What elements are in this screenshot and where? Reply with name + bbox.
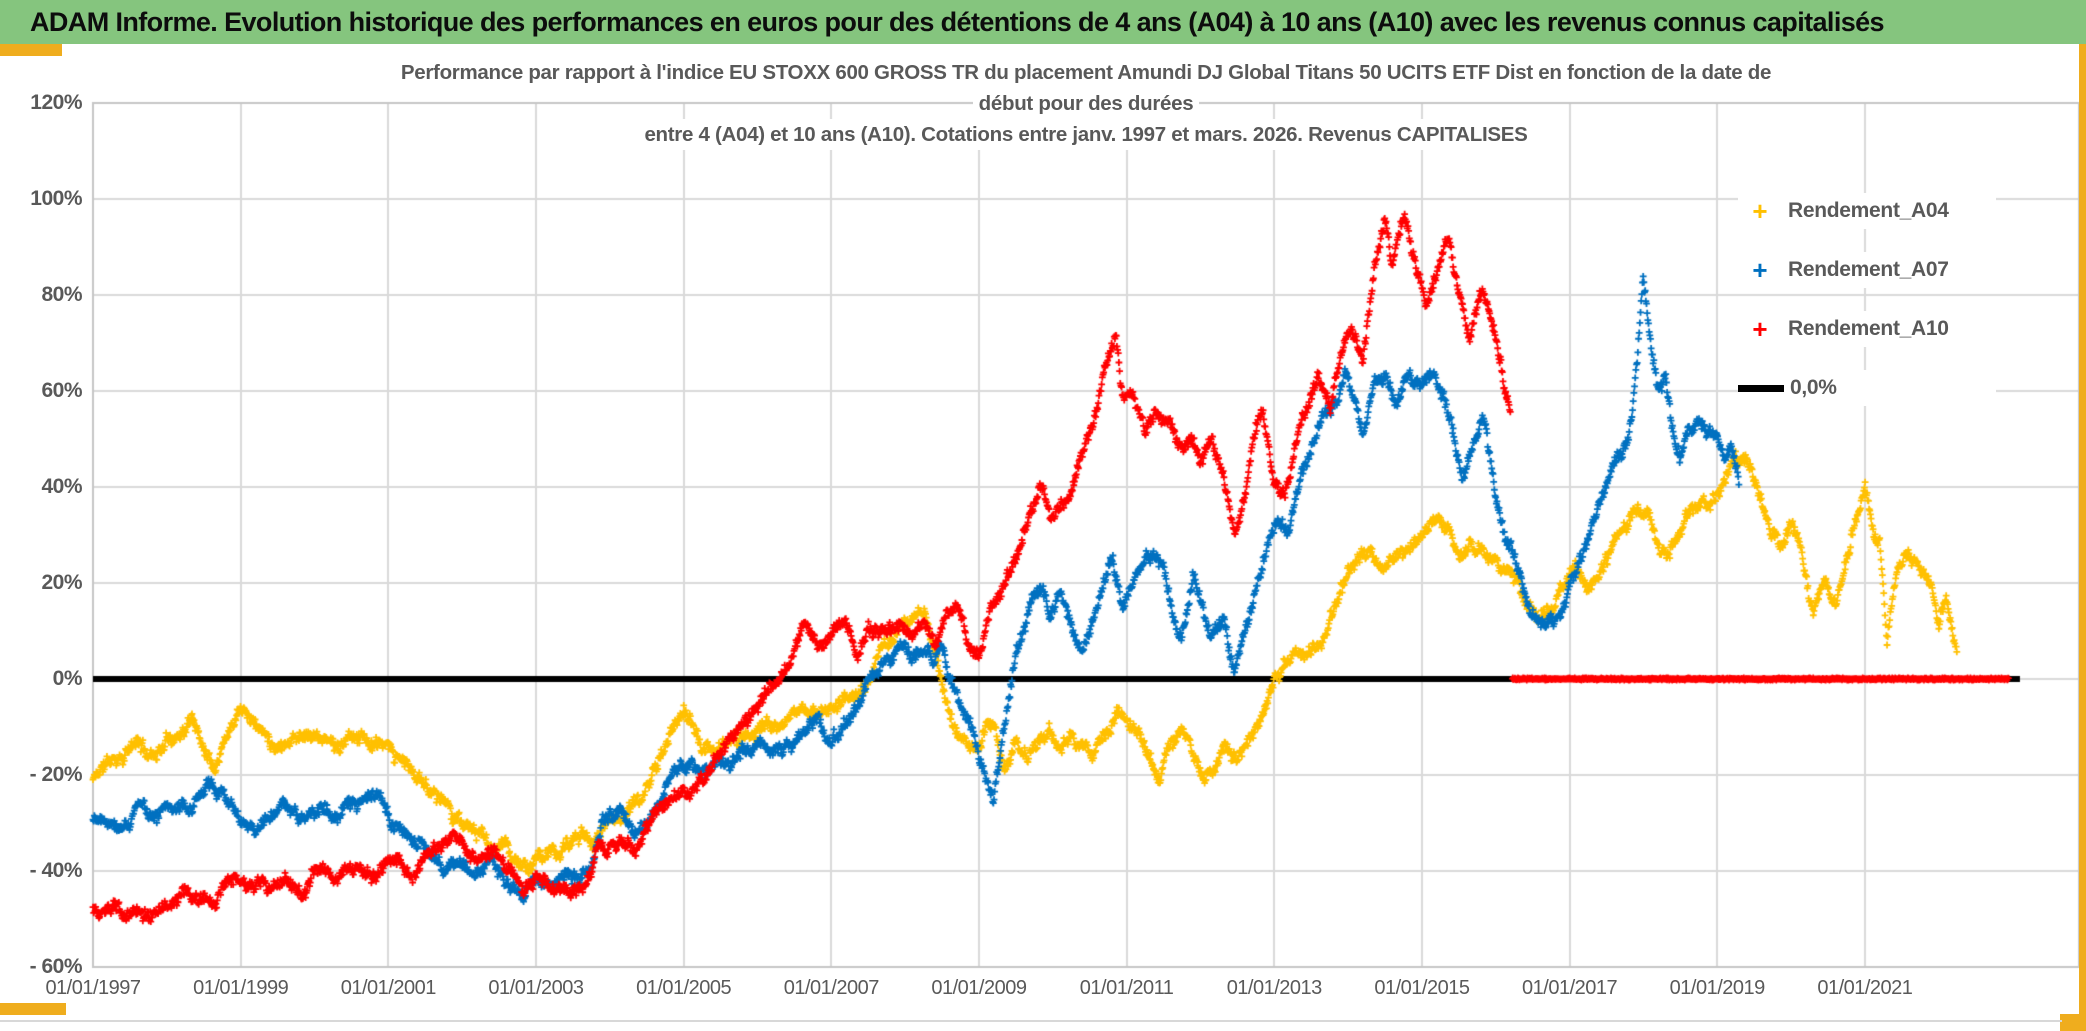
y-tick-label: 100% (30, 187, 82, 210)
chart-title-line-3: entre 4 (A04) et 10 ans (A10). Cotations… (638, 119, 1534, 150)
line-swatch-icon (1738, 384, 1784, 392)
chart-title-line-1: Performance par rapport à l'indice EU ST… (394, 57, 1778, 88)
x-tick-label: 01/01/2021 (1817, 977, 1913, 999)
x-tick-label: 01/01/1997 (45, 977, 141, 999)
slide-bottom-divider (0, 1020, 2062, 1022)
x-tick-label: 01/01/2011 (1079, 977, 1174, 999)
legend-label: Rendement_A04 (1788, 199, 1949, 222)
plus-marker-icon: + (1752, 314, 1768, 344)
legend-item-0-0-[interactable]: 0,0% (1738, 370, 1996, 406)
x-tick-label: 01/01/2019 (1669, 977, 1766, 999)
gold-accent-top-left (0, 44, 62, 56)
y-tick-label: 0% (52, 667, 83, 690)
plus-marker-icon: + (1752, 255, 1768, 285)
legend-label: 0,0% (1790, 376, 1837, 399)
legend-item-rendement-a07[interactable]: + Rendement_A07 (1738, 252, 1996, 288)
gold-accent-bottom-left (0, 1003, 66, 1015)
y-tick-label: 80% (41, 283, 82, 306)
y-tick-label: 20% (41, 571, 82, 594)
x-tick-label: 01/01/1999 (193, 977, 289, 999)
x-tick-label: 01/01/2001 (340, 977, 437, 999)
chart-title: Performance par rapport à l'indice EU ST… (93, 57, 2079, 150)
gold-accent-right-strip (2079, 44, 2086, 1031)
gold-accent-bottom-right (2060, 1014, 2086, 1031)
legend-label: Rendement_A07 (1788, 258, 1949, 281)
y-tick-label: 60% (41, 379, 82, 402)
x-tick-label: 01/01/2007 (783, 977, 880, 999)
x-tick-label: 01/01/2009 (931, 977, 1027, 999)
y-tick-label: - 20% (29, 763, 83, 786)
legend-item-rendement-a10[interactable]: + Rendement_A10 (1738, 311, 1996, 347)
plus-marker-icon: + (1752, 196, 1768, 226)
y-tick-label: - 60% (29, 955, 83, 978)
y-tick-label: 120% (30, 91, 82, 114)
y-tick-label: - 40% (29, 859, 83, 882)
x-tick-label: 01/01/2005 (636, 977, 732, 999)
header-bar: ADAM Informe. Evolution historique des p… (0, 0, 2086, 44)
legend-item-rendement-a04[interactable]: + Rendement_A04 (1738, 193, 1996, 229)
legend-label: Rendement_A10 (1788, 317, 1949, 340)
x-tick-label: 01/01/2003 (488, 977, 584, 999)
y-tick-label: 40% (41, 475, 82, 498)
x-tick-label: 01/01/2015 (1374, 977, 1470, 999)
chart-title-line-2: début pour des durées (972, 88, 1200, 119)
x-tick-label: 01/01/2013 (1226, 977, 1323, 999)
x-tick-label: 01/01/2017 (1522, 977, 1618, 999)
